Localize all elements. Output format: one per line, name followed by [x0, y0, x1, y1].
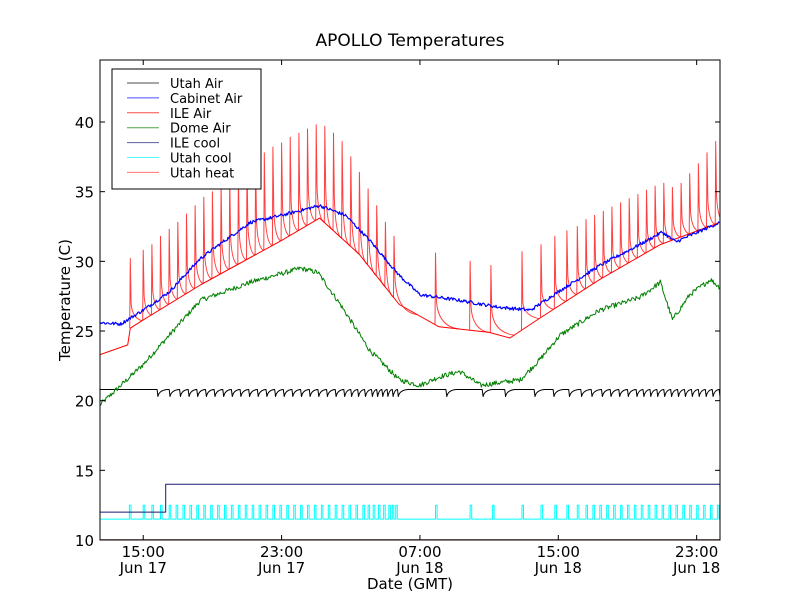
y-tick-label: 10	[75, 532, 94, 550]
y-axis-label: Temperature (C)	[56, 239, 74, 362]
x-tick-label-time: 07:00	[398, 543, 441, 561]
series-line-utah-air	[100, 389, 720, 397]
y-tick-label: 15	[75, 462, 94, 480]
legend-box	[111, 68, 262, 190]
chart-title: APOLLO Temperatures	[316, 31, 505, 51]
legend-item-utah-air: Utah Air	[127, 77, 223, 92]
x-tick-label-date: Jun 17	[257, 559, 305, 577]
x-tick-label-date: Jun 18	[395, 559, 443, 577]
legend-item-dome-air: Dome Air	[127, 122, 231, 137]
x-tick-label-date: Jun 18	[672, 559, 720, 577]
y-tick-label: 35	[75, 184, 94, 202]
series-line-dome-air	[100, 266, 720, 406]
legend-label: Utah cool	[170, 152, 232, 167]
x-tick-label-time: 23:00	[260, 543, 303, 561]
legend-item-utah-heat: Utah heat	[127, 166, 234, 181]
x-tick-label-time: 15:00	[537, 543, 580, 561]
x-tick-label-date: Jun 18	[534, 559, 582, 577]
y-tick-label: 30	[75, 253, 94, 271]
y-tick-label: 20	[75, 393, 94, 411]
series-line-utah-heat	[129, 124, 720, 336]
x-tick-label-time: 23:00	[675, 543, 718, 561]
series-line-ile-cool	[100, 483, 720, 513]
legend-label: Utah Air	[170, 77, 223, 92]
legend-label: Utah heat	[170, 166, 234, 181]
plot-frame	[99, 59, 721, 541]
legend-label: Dome Air	[170, 122, 231, 137]
legend-label: Cabinet Air	[170, 92, 243, 107]
series-line-utah-cool	[100, 504, 720, 520]
legend-item-cabinet-air: Cabinet Air	[127, 92, 243, 107]
legend-label: ILE Air	[170, 107, 212, 122]
legend-label: ILE cool	[170, 137, 220, 152]
x-tick-label-time: 15:00	[122, 543, 165, 561]
series-line-cabinet-air	[100, 204, 720, 327]
y-axis: 10 15 20 25 30 35 40	[75, 114, 720, 550]
series-line-ile-air	[100, 217, 720, 356]
legend-item-ile-air: ILE Air	[127, 107, 212, 122]
y-tick-label: 40	[75, 114, 94, 132]
legend-item-ile-cool: ILE cool	[127, 137, 220, 152]
y-tick-label: 25	[75, 323, 94, 341]
legend-item-utah-cool: Utah cool	[127, 152, 232, 167]
x-tick-label-date: Jun 17	[119, 559, 167, 577]
series-layer	[100, 124, 720, 540]
x-axis-label: Date (GMT)	[367, 575, 453, 593]
